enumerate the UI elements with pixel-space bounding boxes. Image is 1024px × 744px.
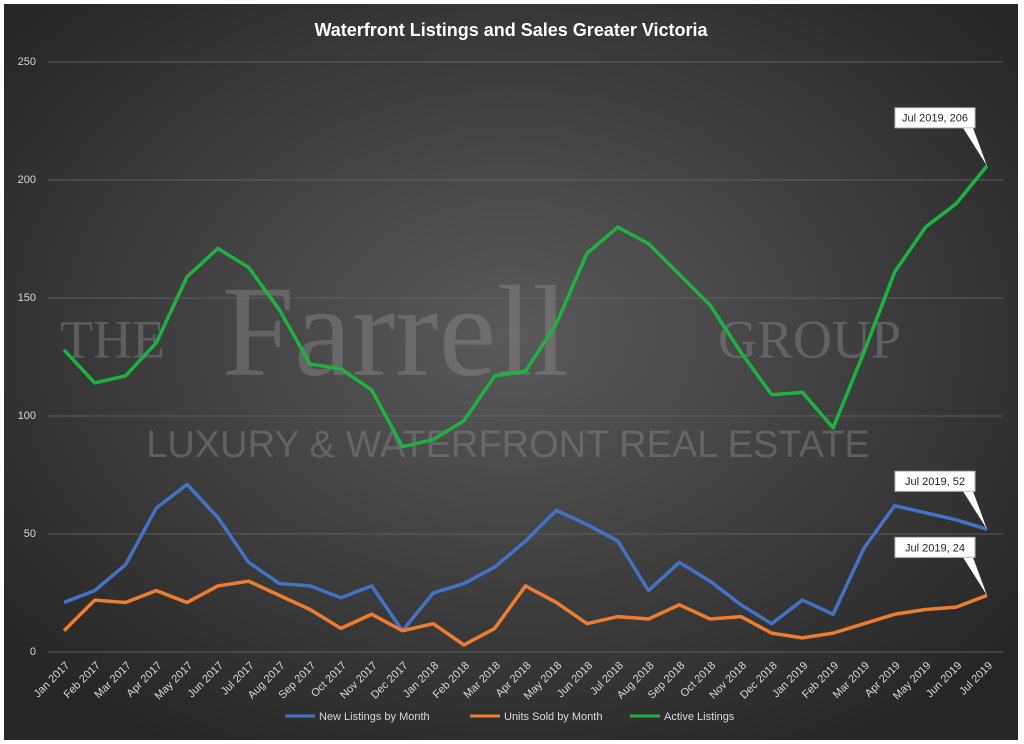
callout-box <box>894 107 976 129</box>
y-tick-label: 50 <box>24 528 36 540</box>
series-line <box>62 164 989 449</box>
legend-label: Active Listings <box>664 711 735 723</box>
data-label: Jul 2019, 52 <box>905 476 965 488</box>
y-tick-label: 250 <box>18 56 36 68</box>
data-label: Jul 2019, 206 <box>902 113 968 125</box>
y-tick-label: 0 <box>30 646 36 658</box>
chart-title: Waterfront Listings and Sales Greater Vi… <box>314 20 708 40</box>
callout-pointer <box>963 127 987 166</box>
legend-label: Units Sold by Month <box>504 711 602 723</box>
watermark: THE Farrell GROUP LUXURY & WATERFRONT RE… <box>60 260 901 466</box>
watermark-text: Farrell <box>222 260 569 404</box>
data-label: Jul 2019, 24 <box>905 542 965 554</box>
callout-box <box>894 536 976 558</box>
series-line <box>63 482 988 633</box>
y-tick-label: 150 <box>18 292 36 304</box>
legend-item: Units Sold by Month <box>470 711 602 723</box>
legend-label: New Listings by Month <box>319 711 430 723</box>
watermark-text: LUXURY & WATERFRONT REAL ESTATE <box>146 424 870 466</box>
callout-pointer <box>963 557 987 596</box>
callout-box <box>894 470 976 492</box>
callout-pointer <box>963 491 987 530</box>
legend-item: New Listings by Month <box>285 711 430 723</box>
watermark-text: THE <box>60 309 165 369</box>
y-tick-label: 100 <box>18 410 36 422</box>
series-line <box>62 579 988 647</box>
legend-item: Active Listings <box>630 711 735 723</box>
y-tick-label: 200 <box>18 174 36 186</box>
